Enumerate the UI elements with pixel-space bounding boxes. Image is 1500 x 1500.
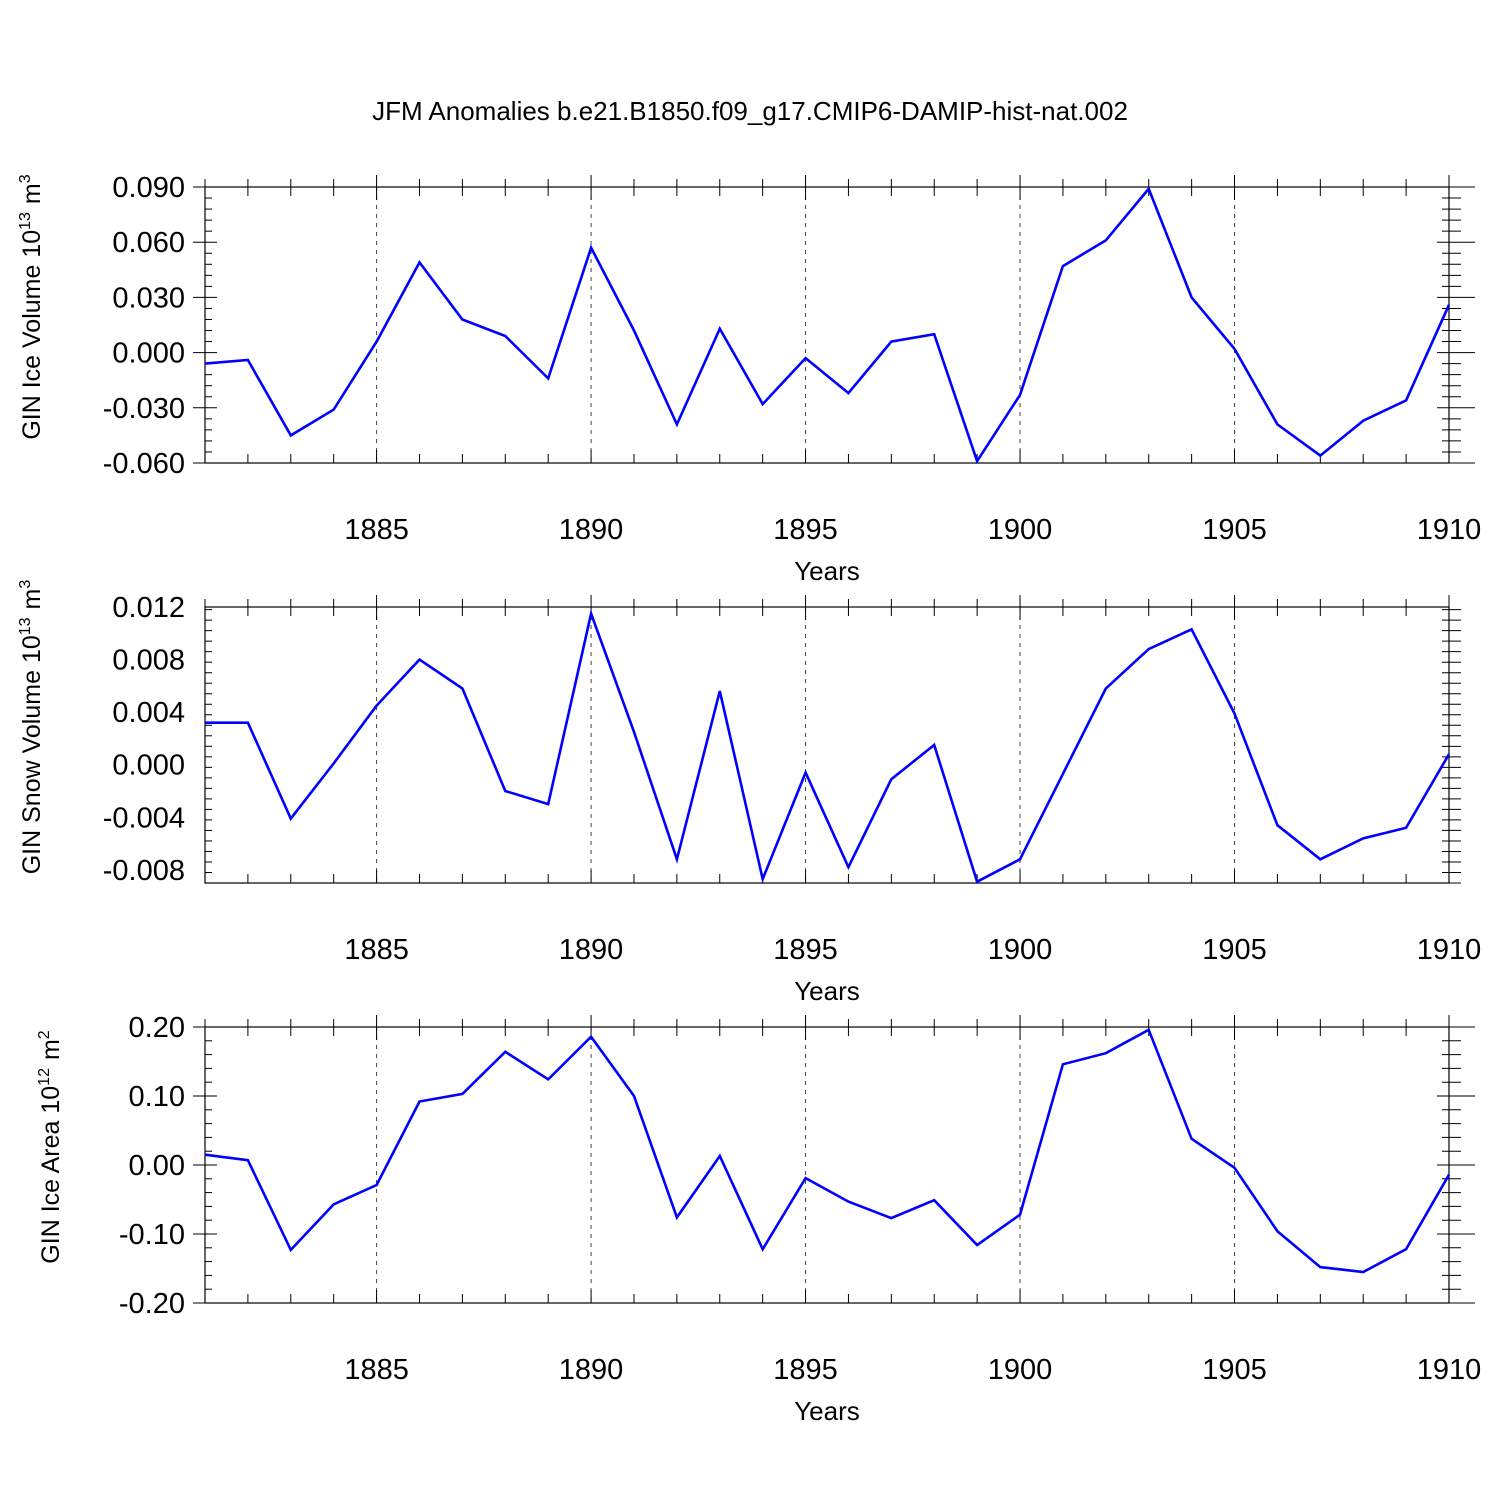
y-tick-label: 0.000: [112, 338, 185, 370]
chart-title: JFM Anomalies b.e21.B1850.f09_g17.CMIP6-…: [372, 96, 1128, 126]
x-tick-label: 1900: [988, 1354, 1053, 1386]
y-tick-label: 0.10: [129, 1081, 185, 1113]
y-tick-label: 0.060: [112, 227, 185, 259]
x-tick-label: 1905: [1202, 1354, 1267, 1386]
x-tick-label: 1890: [559, 1354, 624, 1386]
y-axis-title: GIN Ice Volume 1013m3: [17, 174, 46, 439]
x-tick-label: 1910: [1417, 1354, 1482, 1386]
y-tick-label: -0.060: [103, 448, 185, 480]
x-tick-label: 1895: [773, 934, 838, 966]
plot-frame: [204, 606, 1450, 884]
series-line: [205, 608, 1451, 884]
x-axis-title: Years: [794, 556, 860, 586]
x-tick-label: 1885: [344, 514, 409, 546]
y-tick-label: 0.004: [112, 697, 185, 729]
y-tick-label: 0.000: [112, 750, 185, 782]
y-tick-label: -0.030: [103, 393, 185, 425]
x-tick-label: 1905: [1202, 514, 1267, 546]
y-tick-label: 0.030: [112, 282, 185, 314]
y-axis-title: GIN Snow Volume 1013m3: [17, 580, 46, 875]
x-axis-title: Years: [794, 976, 860, 1006]
y-tick-label: -0.008: [103, 855, 185, 887]
chart-panel-1: -0.060 -0.030 0.000 0.030 0.060 0.090 1885 1890…: [17, 172, 1481, 586]
y-tick-label: 0.20: [129, 1012, 185, 1044]
x-tick-label: 1910: [1417, 934, 1482, 966]
x-tick-label: 1895: [773, 1354, 838, 1386]
y-tick-label: -0.20: [119, 1288, 185, 1320]
x-tick-label: 1900: [988, 514, 1053, 546]
x-tick-label: 1900: [988, 934, 1053, 966]
chart-panel-3: -0.20 -0.10 0.00 0.10 0.20 1885 1890 1895 1900 19…: [36, 1012, 1481, 1426]
y-axis-title: GIN Ice Area 1012m2: [36, 1030, 65, 1264]
plot-frame: [204, 186, 1450, 464]
y-tick-label: 0.090: [112, 172, 185, 204]
y-tick-label: -0.10: [119, 1219, 185, 1251]
plot-frame: [204, 1026, 1450, 1304]
chart-panel-2: -0.008 -0.004 0.000 0.004 0.008 0.012 1885 1890…: [17, 580, 1481, 1006]
y-tick-label: 0.008: [112, 645, 185, 677]
y-tick-label: 0.012: [112, 592, 185, 624]
x-tick-label: 1895: [773, 514, 838, 546]
x-tick-label: 1885: [344, 934, 409, 966]
series-line: [204, 1027, 1451, 1274]
y-tick-label: -0.004: [103, 802, 185, 834]
series-line: [204, 186, 1451, 465]
x-tick-label: 1910: [1417, 514, 1482, 546]
x-tick-label: 1890: [559, 514, 624, 546]
y-tick-label: 0.00: [129, 1150, 185, 1182]
x-tick-label: 1905: [1202, 934, 1267, 966]
x-tick-label: 1885: [344, 1354, 409, 1386]
x-tick-label: 1890: [559, 934, 624, 966]
x-axis-title: Years: [794, 1396, 860, 1426]
